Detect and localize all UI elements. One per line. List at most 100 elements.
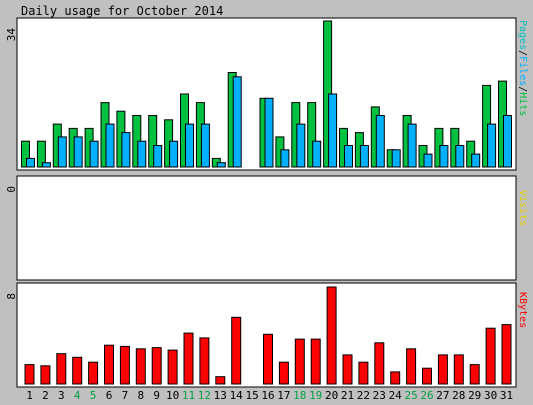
x-tick-label-day-22: 22 <box>357 389 370 402</box>
files-bar-day-4 <box>73 136 83 168</box>
kbytes-bar-day-18 <box>294 338 305 385</box>
files-bar-day-5 <box>89 140 99 168</box>
x-tick-label-day-11: 11 <box>182 389 195 402</box>
kbytes-bar-day-17 <box>278 361 289 385</box>
hits-bar-day-1 <box>21 140 30 168</box>
kbytes-bar-day-28 <box>453 354 464 385</box>
kbytes-bar-day-10 <box>167 349 178 385</box>
files-bar-day-24 <box>391 149 401 168</box>
panel-hits-ymax: 34 <box>5 28 18 42</box>
hits-bar-day-19 <box>307 102 317 168</box>
x-tick-label-day-12: 12 <box>198 389 211 402</box>
kbytes-bar-day-20 <box>326 286 337 385</box>
x-tick-label-day-16: 16 <box>261 389 274 402</box>
files-bar-day-17 <box>280 149 290 168</box>
panel-visits: 0 Visits <box>5 175 528 281</box>
files-bar-day-19 <box>312 140 322 168</box>
kbytes-bar-day-1 <box>24 364 35 385</box>
kbytes-bar-day-26 <box>422 367 432 385</box>
kbytes-bar-day-23 <box>374 342 385 385</box>
x-tick-label-day-14: 14 <box>230 389 244 402</box>
panel-visits-ymax: 0 <box>5 186 18 193</box>
files-bar-day-6 <box>105 123 115 168</box>
x-tick-label-day-17: 17 <box>277 389 290 402</box>
x-tick-label-day-23: 23 <box>373 389 386 402</box>
x-tick-label-day-4: 4 <box>74 389 81 402</box>
files-bar-day-25 <box>407 123 417 168</box>
files-bar-day-30 <box>487 123 497 168</box>
hits-files-bars <box>21 20 512 168</box>
x-tick-label-day-25: 25 <box>404 389 417 402</box>
x-tick-label-day-3: 3 <box>58 389 65 402</box>
files-bar-day-8 <box>137 140 147 168</box>
ylabel-pages: Pages <box>517 20 528 50</box>
x-axis-labels: 1 2 3 4 5 6 7 8 9 10 11 12 13 14 15 16 17 18 19 20 21 22 23 24 2… <box>26 389 513 402</box>
panel-hits-ylabel: Pages/Files/Hits <box>517 20 528 116</box>
kbytes-bar-day-27 <box>437 354 448 385</box>
files-bar-day-1 <box>26 157 35 168</box>
files-bar-day-10 <box>169 140 179 168</box>
x-tick-label-day-2: 2 <box>42 389 49 402</box>
x-tick-label-day-31: 31 <box>500 389 513 402</box>
kbytes-bar-day-16 <box>263 333 273 385</box>
x-tick-label-day-10: 10 <box>166 389 179 402</box>
kbytes-bar-day-19 <box>310 338 321 385</box>
files-bar-day-29 <box>471 153 481 168</box>
files-bar-day-3 <box>57 136 67 168</box>
kbytes-bar-day-5 <box>88 361 99 385</box>
kbytes-bar-day-14 <box>231 316 242 385</box>
x-tick-label-day-5: 5 <box>90 389 97 402</box>
x-tick-label-day-18: 18 <box>293 389 306 402</box>
files-bar-day-28 <box>455 145 465 168</box>
files-bar-day-21 <box>344 145 353 168</box>
files-bar-day-16 <box>264 97 274 168</box>
kbytes-bar-day-6 <box>104 344 114 385</box>
x-tick-label-day-21: 21 <box>341 389 354 402</box>
x-tick-label-day-1: 1 <box>26 389 33 402</box>
kbytes-bar-day-31 <box>501 324 512 385</box>
kbytes-bar-day-3 <box>56 353 67 385</box>
kbytes-bar-day-24 <box>390 371 401 385</box>
kbytes-bar-day-11 <box>183 332 194 385</box>
hits-bar-day-9 <box>148 115 158 168</box>
x-tick-label-day-27: 27 <box>436 389 449 402</box>
kbytes-bar-day-21 <box>342 354 353 385</box>
kbytes-bar-day-29 <box>469 364 480 385</box>
files-bar-day-23 <box>375 115 385 168</box>
x-tick-label-day-6: 6 <box>106 389 113 402</box>
x-tick-label-day-9: 9 <box>153 389 160 402</box>
hits-bar-day-2 <box>36 140 46 168</box>
files-bar-day-2 <box>41 162 51 168</box>
panel-kbytes-ymax: 8 <box>5 293 18 300</box>
kbytes-bar-day-22 <box>358 361 369 385</box>
files-bar-day-27 <box>439 145 449 168</box>
kbytes-bar-day-25 <box>406 348 417 385</box>
ylabel-files: Files <box>517 56 528 86</box>
files-bar-day-26 <box>423 153 433 168</box>
kbytes-bars <box>24 286 512 385</box>
kbytes-bar-day-30 <box>485 327 496 385</box>
files-bar-day-12 <box>200 123 210 168</box>
panel-visits-frame <box>16 175 517 281</box>
x-tick-label-day-29: 29 <box>468 389 481 402</box>
panel-visits-ylabel: Visits <box>517 190 528 226</box>
x-tick-label-day-13: 13 <box>214 389 227 402</box>
x-tick-label-day-20: 20 <box>325 389 338 402</box>
files-bar-day-13 <box>216 162 226 168</box>
files-bar-day-11 <box>185 123 194 168</box>
files-bar-day-14 <box>232 76 242 168</box>
x-tick-label-day-19: 19 <box>309 389 322 402</box>
ylabel-hits: Hits <box>517 92 528 116</box>
panel-hits: 34 Pages/Files/Hits <box>5 17 528 171</box>
kbytes-bar-day-8 <box>135 348 146 385</box>
x-tick-label-day-28: 28 <box>452 389 465 402</box>
kbytes-bar-day-13 <box>215 376 226 385</box>
panel-kbytes: 8 KBytes <box>5 282 528 388</box>
files-bar-day-18 <box>296 123 306 168</box>
files-bar-day-20 <box>328 93 338 168</box>
x-tick-label-day-7: 7 <box>122 389 129 402</box>
files-bar-day-31 <box>503 115 512 168</box>
kbytes-bar-day-12 <box>199 337 210 385</box>
kbytes-bar-day-7 <box>119 345 130 385</box>
